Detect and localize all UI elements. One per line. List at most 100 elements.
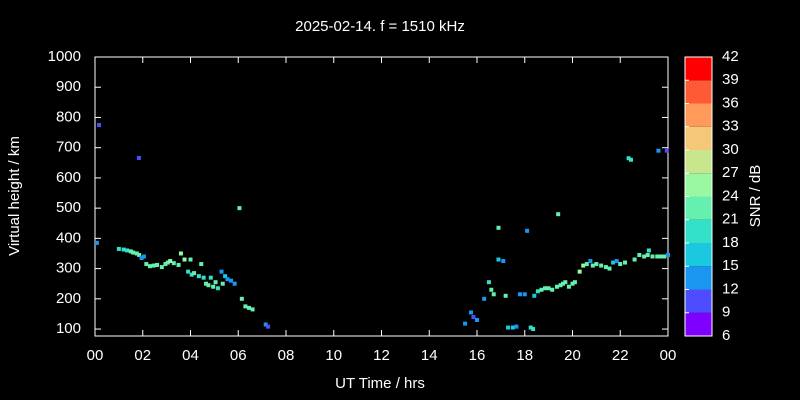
data-point <box>97 123 102 128</box>
data-point <box>163 262 168 267</box>
y-tick-label: 400 <box>56 229 81 246</box>
data-point <box>655 254 660 259</box>
y-tick-label: 300 <box>56 260 81 277</box>
x-tick-label: 18 <box>516 347 533 364</box>
y-tick-label: 700 <box>56 139 81 156</box>
plot-frame <box>94 56 669 337</box>
data-point <box>206 283 211 288</box>
data-point <box>496 225 501 230</box>
data-point <box>489 287 494 292</box>
data-point <box>215 286 220 291</box>
data-point <box>514 324 519 329</box>
data-point <box>486 280 491 285</box>
data-point <box>188 257 193 262</box>
colorbar-tick-label: 12 <box>722 280 739 297</box>
data-point <box>141 254 146 259</box>
data-point <box>556 212 561 217</box>
data-point <box>563 280 568 285</box>
data-point <box>506 325 511 330</box>
colorbar-frame <box>684 56 713 337</box>
data-point <box>137 252 142 257</box>
data-point <box>618 262 623 267</box>
x-tick-label: 00 <box>87 347 104 364</box>
data-point <box>637 252 642 257</box>
data-point <box>116 246 121 251</box>
x-tick-label: 14 <box>421 347 438 364</box>
data-point <box>554 284 559 289</box>
x-tick-label: 00 <box>660 347 677 364</box>
y-tick-label: 200 <box>56 290 81 307</box>
data-point <box>539 287 544 292</box>
data-point <box>196 274 201 279</box>
data-point <box>232 281 237 286</box>
data-point <box>607 266 612 271</box>
data-point <box>213 280 218 285</box>
data-point <box>581 263 586 268</box>
data-point <box>560 281 565 286</box>
data-point <box>463 321 468 326</box>
x-tick-label: 06 <box>230 347 247 364</box>
data-point <box>151 263 156 268</box>
data-point <box>239 296 244 301</box>
data-point <box>225 277 230 282</box>
colorbar-tick-label: 36 <box>722 94 739 111</box>
data-point <box>186 269 191 274</box>
data-point <box>131 250 136 255</box>
data-point <box>496 257 501 262</box>
data-point <box>666 252 670 257</box>
data-point <box>543 286 548 291</box>
data-point <box>656 148 661 153</box>
x-tick-label: 20 <box>564 347 581 364</box>
data-point <box>632 257 637 262</box>
data-point <box>566 284 571 289</box>
colorbar-band <box>685 173 712 197</box>
colorbar-band <box>685 57 712 81</box>
data-point <box>223 274 228 279</box>
data-point <box>590 263 595 268</box>
data-point <box>628 157 633 162</box>
y-tick-label: 100 <box>56 320 81 337</box>
data-point <box>525 228 530 233</box>
colorbar-tick-label: 42 <box>722 48 739 65</box>
data-point <box>572 280 577 285</box>
x-tick-label: 04 <box>182 347 199 364</box>
data-point <box>144 262 149 267</box>
colorbar-tick-label: 27 <box>722 164 739 181</box>
data-point <box>266 324 271 329</box>
data-point <box>201 275 206 280</box>
data-point <box>528 325 533 330</box>
data-point <box>159 265 164 270</box>
data-point <box>664 148 669 153</box>
colorbar-tick-label: 30 <box>722 141 739 158</box>
data-point <box>517 292 522 297</box>
data-point <box>535 289 540 294</box>
colorbar-tick-label: 15 <box>722 257 739 274</box>
x-tick-label: 10 <box>325 347 342 364</box>
data-point <box>208 275 213 280</box>
data-point <box>532 293 537 298</box>
y-tick-label: 600 <box>56 169 81 186</box>
y-axis-label: Virtual height / km <box>6 136 23 256</box>
data-point <box>603 265 608 270</box>
data-point <box>192 271 197 276</box>
data-point <box>599 263 604 268</box>
y-tick-label: 500 <box>56 199 81 216</box>
colorbar-band <box>685 150 712 174</box>
data-point <box>611 260 616 265</box>
data-point <box>229 278 234 283</box>
data-point <box>136 155 141 160</box>
y-tick-label: 800 <box>56 108 81 125</box>
data-point <box>204 281 209 286</box>
colorbar-band <box>685 289 712 313</box>
data-point <box>503 293 508 298</box>
colorbar-tick-label: 39 <box>722 71 739 88</box>
data-point <box>182 257 187 262</box>
data-point <box>178 251 183 256</box>
data-point <box>510 325 515 330</box>
x-tick-label: 02 <box>134 347 151 364</box>
colorbar-tick-label: 9 <box>722 304 730 321</box>
data-point <box>550 287 555 292</box>
data-point <box>577 269 582 274</box>
data-point <box>642 254 647 259</box>
data-point <box>501 259 506 264</box>
